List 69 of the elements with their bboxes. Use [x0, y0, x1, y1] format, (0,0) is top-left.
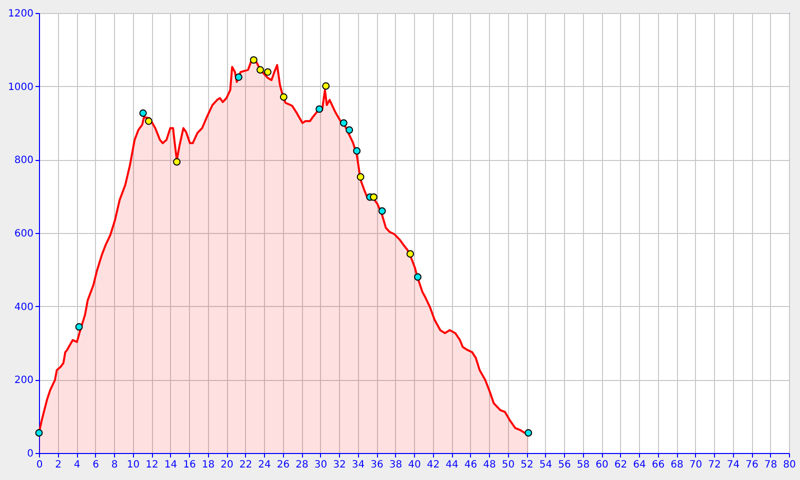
x-tick-label: 18 — [202, 460, 215, 470]
x-tick-label: 70 — [689, 460, 702, 470]
y-tick-label: 600 — [14, 228, 34, 240]
x-tick-label: 58 — [576, 460, 590, 470]
x-tick-label: 74 — [726, 460, 740, 470]
x-tick-label: 76 — [746, 460, 758, 470]
x-tick-label: 16 — [183, 460, 196, 470]
point — [280, 93, 288, 101]
y-tick-label: 1000 — [8, 82, 34, 93]
x-tick-label: 24 — [258, 460, 271, 470]
point — [250, 56, 258, 64]
x-tick-label: 28 — [296, 460, 308, 470]
x-tick-label: 38 — [389, 460, 402, 470]
point — [316, 105, 324, 113]
x-tick-label: 2 — [55, 460, 62, 470]
x-tick-label: 56 — [558, 460, 571, 470]
x-tick-label: 42 — [426, 460, 440, 470]
x-tick-label: 30 — [314, 460, 328, 470]
point — [264, 68, 272, 76]
x-tick-label: 32 — [333, 460, 346, 470]
point — [353, 147, 361, 155]
x-tick-label: 36 — [370, 460, 384, 470]
point — [139, 109, 147, 117]
x-tick-label: 44 — [446, 460, 458, 470]
x-tick-label: 46 — [464, 460, 478, 470]
x-tick-label: 48 — [483, 460, 496, 470]
x-tick-label: 50 — [502, 460, 515, 470]
x-tick-label: 8 — [111, 460, 118, 470]
y-tick-label: 200 — [14, 375, 34, 386]
point — [524, 429, 532, 437]
y-tick-label: 800 — [14, 155, 34, 166]
point — [234, 73, 242, 81]
x-tick-label: 66 — [652, 460, 665, 470]
x-tick-label: 22 — [239, 460, 252, 470]
x-tick-label: 62 — [614, 460, 628, 470]
point — [75, 323, 83, 331]
point — [340, 119, 348, 127]
x-tick-label: 10 — [126, 460, 140, 470]
point — [356, 173, 364, 181]
point — [378, 207, 386, 215]
x-tick-label: 4 — [74, 460, 80, 470]
x-tick-label: 34 — [352, 460, 365, 470]
x-tick-label: 52 — [520, 460, 534, 470]
y-tick-label: 400 — [14, 302, 34, 313]
point — [35, 429, 43, 437]
x-tick-label: 40 — [408, 460, 421, 470]
point — [173, 158, 181, 166]
point — [370, 193, 378, 201]
point — [414, 273, 422, 281]
point — [322, 82, 330, 90]
x-tick-label: 64 — [633, 460, 646, 470]
x-tick-label: 14 — [164, 460, 178, 470]
x-tick-label: 72 — [708, 460, 721, 470]
x-tick-label: 20 — [220, 460, 234, 470]
point — [406, 250, 414, 258]
x-tick-label: 68 — [670, 460, 684, 470]
x-tick-label: 26 — [276, 460, 290, 470]
x-tick-label: 54 — [539, 460, 552, 470]
x-tick-label: 6 — [92, 460, 99, 470]
x-tick-label: 0 — [36, 460, 43, 470]
y-tick-label: 0 — [27, 448, 34, 460]
x-tick-label: 80 — [783, 460, 796, 470]
y-tick-label: 1200 — [8, 8, 34, 20]
x-tick-label: 78 — [764, 460, 778, 470]
point — [144, 117, 152, 125]
point — [346, 126, 354, 134]
x-tick-label: 12 — [146, 460, 158, 470]
point — [256, 66, 264, 74]
x-tick-label: 60 — [596, 460, 608, 470]
